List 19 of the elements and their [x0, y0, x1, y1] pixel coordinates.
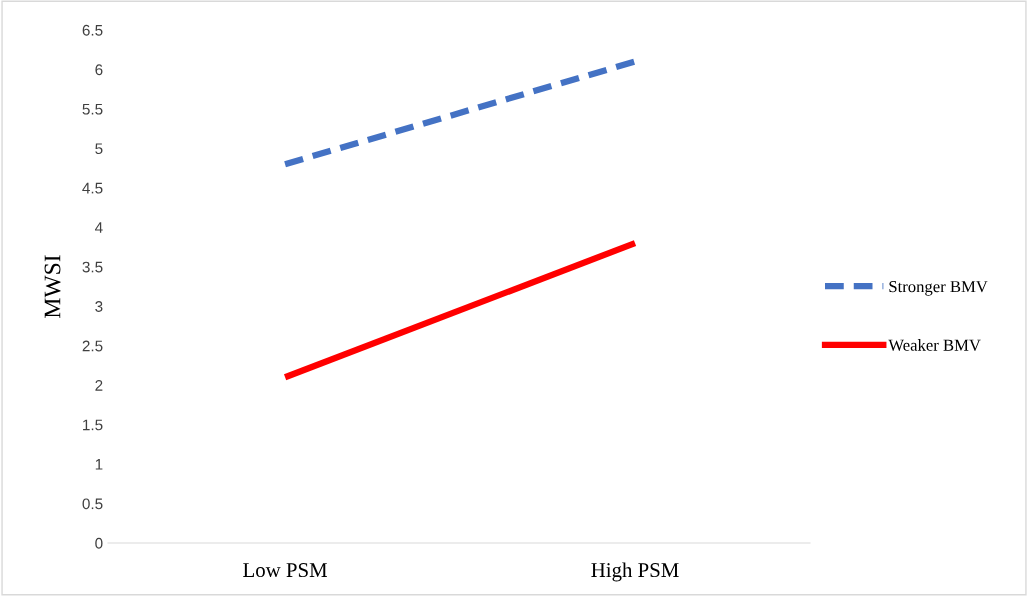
y-tick-label: 3: [95, 301, 103, 312]
x-tick-label: Low PSM: [243, 563, 328, 578]
y-tick-label: 5: [95, 143, 103, 155]
y-tick-label: 2.5: [82, 340, 103, 352]
y-tick-label: 0.5: [82, 498, 103, 510]
y-tick-label: 1.5: [83, 419, 103, 431]
y-tick-label: 3.5: [82, 261, 103, 273]
y-tick-label: 2: [95, 380, 103, 391]
y-tick-label: 1: [95, 459, 103, 470]
legend-label: Weaker BMV: [888, 339, 981, 351]
y-axis-title: MWSI: [44, 255, 61, 318]
y-tick-label: 6.5: [82, 24, 103, 36]
y-tick-label: 4.5: [82, 182, 103, 194]
legend-label: Stronger BMV: [889, 281, 988, 296]
y-tick-label: 5.5: [82, 103, 103, 115]
y-tick-label: 6: [95, 64, 103, 76]
x-tick-label: High PSM: [591, 562, 679, 582]
y-tick-label: 0: [95, 537, 103, 549]
y-tick-label: 4: [94, 222, 103, 233]
